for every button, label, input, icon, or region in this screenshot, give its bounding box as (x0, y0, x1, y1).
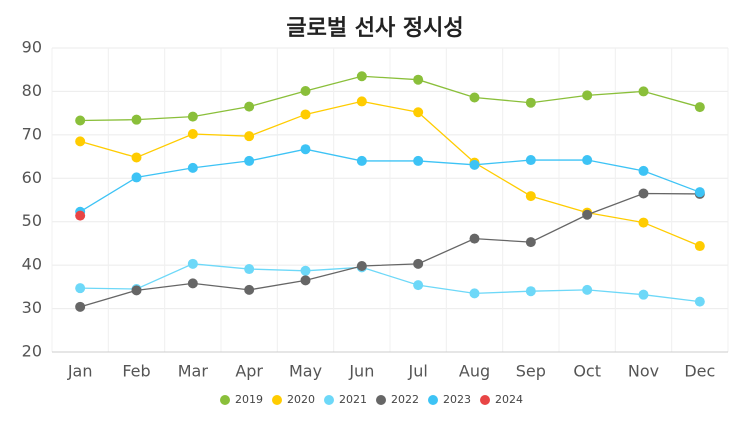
data-point (582, 155, 593, 166)
data-point (694, 187, 705, 198)
data-point (244, 101, 255, 112)
data-point (244, 155, 255, 166)
data-point (75, 301, 86, 312)
data-point (582, 284, 593, 295)
legend-marker (272, 395, 282, 405)
data-point (638, 217, 649, 228)
data-point (413, 155, 424, 166)
data-point (75, 283, 86, 294)
y-tick-label: 70 (22, 124, 42, 143)
y-tick-label: 80 (22, 81, 42, 100)
data-point (356, 155, 367, 166)
data-point (413, 107, 424, 118)
y-tick-label: 90 (22, 38, 42, 57)
chart-title: 글로벌 선사 정시성 (286, 16, 463, 41)
data-point (694, 296, 705, 307)
x-tick-label: Nov (628, 362, 659, 381)
data-point (638, 188, 649, 199)
series-line (80, 75, 701, 122)
series-line (79, 192, 700, 308)
data-point (694, 102, 705, 113)
data-point (187, 111, 198, 122)
data-point (187, 278, 198, 289)
data-point (300, 144, 311, 155)
y-tick-label: 20 (22, 342, 42, 361)
data-point (187, 162, 198, 173)
data-point (356, 261, 367, 272)
x-tick-label: Jul (408, 362, 428, 381)
data-point (582, 90, 593, 101)
y-tick-label: 50 (22, 211, 42, 230)
data-point (469, 92, 480, 103)
data-point (244, 264, 255, 275)
data-point (187, 128, 198, 139)
data-point (244, 131, 255, 142)
x-tick-label: Sep (516, 362, 546, 381)
data-point (525, 191, 536, 202)
data-point (356, 96, 367, 107)
legend-marker (480, 395, 490, 405)
data-point (300, 109, 311, 120)
series-line (80, 263, 700, 303)
legend-label: 2023 (443, 393, 471, 406)
data-point (582, 209, 593, 220)
data-point (300, 275, 311, 286)
data-point (638, 86, 649, 97)
data-point (131, 285, 142, 296)
x-tick-label: Feb (122, 362, 150, 381)
y-tick-label: 30 (22, 298, 42, 317)
data-point (694, 241, 705, 252)
x-tick-label: Mar (178, 362, 209, 381)
y-tick-label: 40 (22, 255, 42, 274)
data-point (75, 115, 86, 126)
data-point (638, 165, 649, 176)
data-point (75, 210, 86, 221)
data-point (131, 114, 142, 125)
data-point (469, 288, 480, 299)
data-point (413, 280, 424, 291)
data-point (413, 258, 424, 269)
legend-label: 2024 (495, 393, 523, 406)
data-point (469, 159, 480, 170)
data-point (525, 97, 536, 108)
legend-marker (376, 395, 386, 405)
data-point (356, 71, 367, 82)
data-point (525, 286, 536, 297)
x-tick-label: Oct (573, 362, 601, 381)
legend-marker (220, 395, 230, 405)
data-point (300, 85, 311, 96)
data-point (469, 233, 480, 244)
x-tick-label: Apr (235, 362, 263, 381)
legend-label: 2022 (391, 393, 419, 406)
data-point (131, 172, 142, 183)
x-tick-label: Jun (348, 362, 374, 381)
legend-label: 2020 (287, 393, 315, 406)
data-point (638, 289, 649, 300)
x-tick-label: Aug (459, 362, 490, 381)
data-point (300, 265, 311, 276)
data-point (244, 284, 255, 295)
series-line (79, 100, 701, 247)
x-tick-label: Dec (684, 362, 715, 381)
x-tick-label: Jan (67, 362, 93, 381)
legend-label: 2021 (339, 393, 367, 406)
x-tick-label: May (289, 362, 322, 381)
data-point (131, 152, 142, 163)
data-point (413, 74, 424, 85)
data-point (525, 155, 536, 166)
y-tick-label: 60 (22, 168, 42, 187)
legend-marker (324, 395, 334, 405)
data-point (187, 258, 198, 269)
data-point (75, 136, 86, 147)
data-point (525, 237, 536, 248)
legend-label: 2019 (235, 393, 263, 406)
series-line (79, 148, 701, 213)
legend-marker (428, 395, 438, 405)
